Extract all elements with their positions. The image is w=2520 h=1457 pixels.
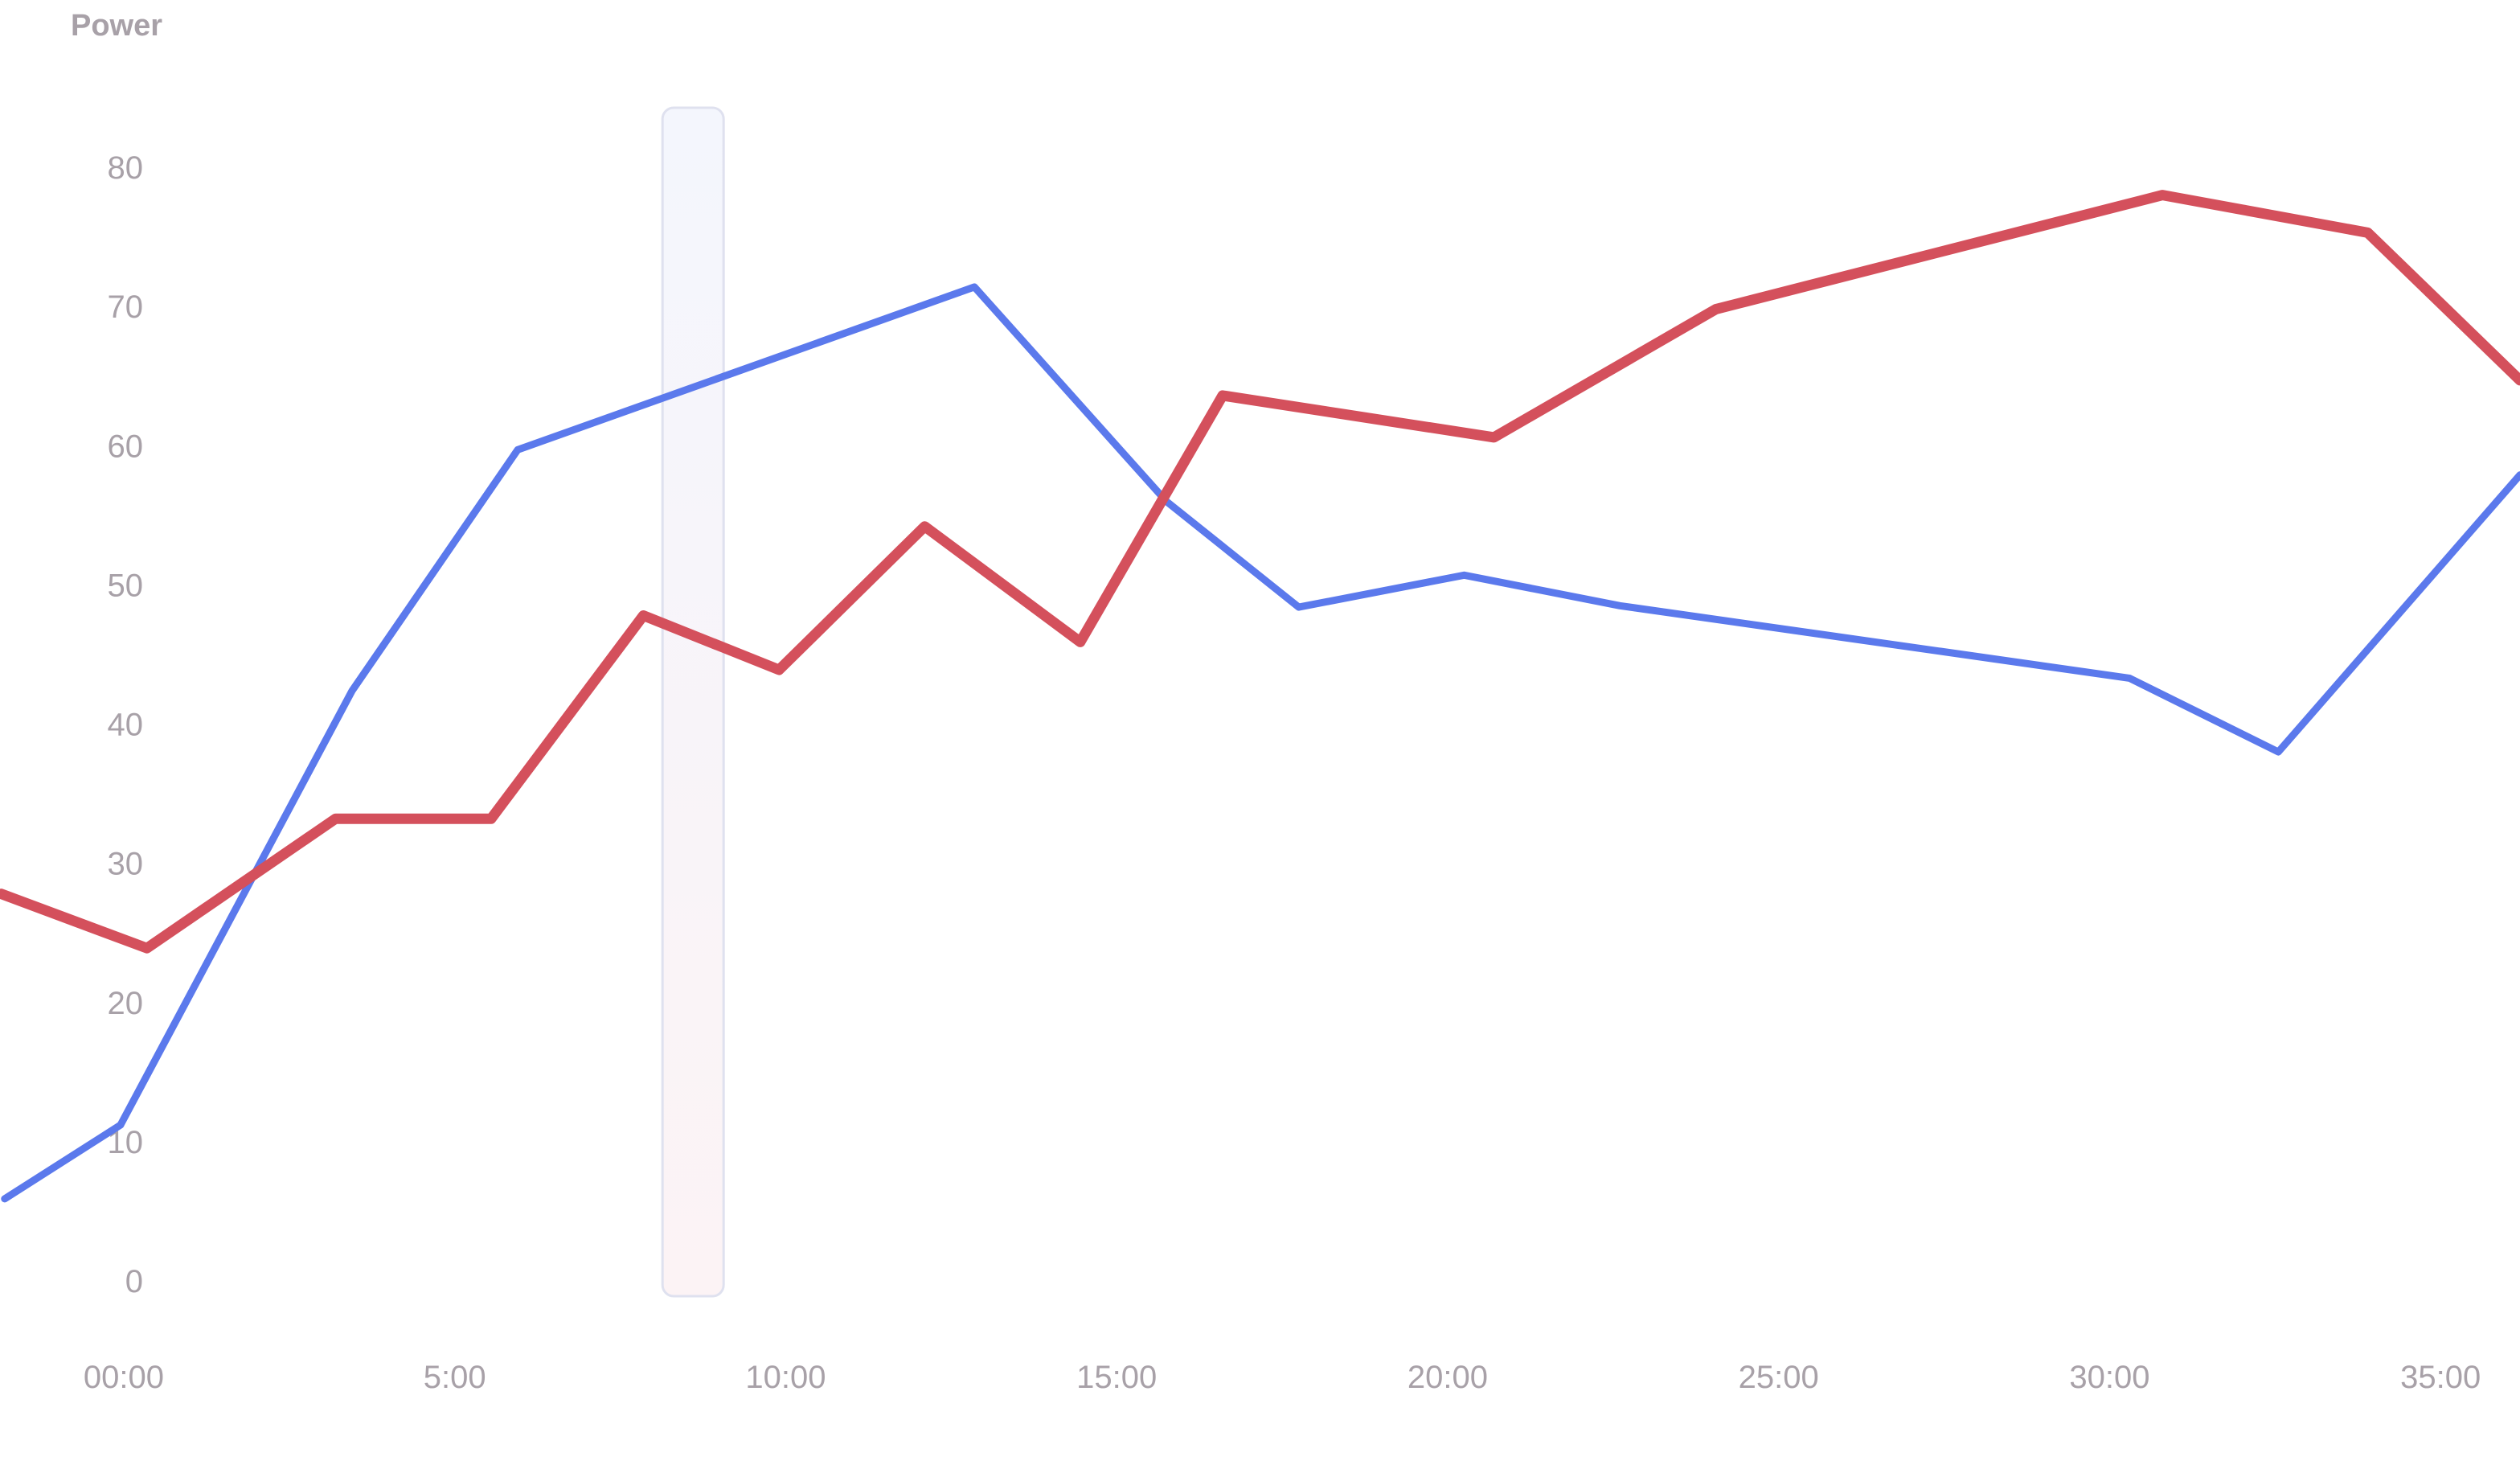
y-tick-label: 20 (108, 986, 144, 1021)
series-1-point[interactable] (2273, 747, 2283, 757)
series-2-point[interactable] (2157, 191, 2167, 200)
x-axis-ticks: 00:00 5:00 10:00 15:00 20:00 25:00 30:00 35:00 (84, 1360, 2481, 1395)
series-2-point[interactable] (486, 814, 496, 823)
series-line-2 (0, 190, 2520, 954)
series-1-point[interactable] (969, 282, 979, 292)
series-1-point[interactable] (1294, 602, 1304, 612)
x-tick-label: 00:00 (84, 1360, 164, 1395)
series-2-point[interactable] (638, 611, 648, 621)
series-layer (0, 190, 2520, 1204)
y-tick-label: 40 (108, 708, 144, 743)
x-tick-label: 5:00 (424, 1360, 486, 1395)
x-tick-label: 35:00 (2400, 1360, 2481, 1395)
series-2-point[interactable] (1711, 305, 1721, 314)
hover-cursor-band[interactable] (661, 106, 725, 1298)
y-tick-label: 60 (108, 429, 144, 464)
y-tick-label: 80 (108, 150, 144, 186)
series-2-point[interactable] (331, 814, 341, 823)
series-1-point[interactable] (116, 1120, 125, 1130)
y-tick-label: 0 (125, 1264, 143, 1299)
series-1-point[interactable] (0, 1194, 10, 1204)
series-2-point[interactable] (774, 665, 784, 675)
series-2-point[interactable] (1489, 433, 1499, 442)
y-tick-label: 50 (108, 568, 144, 603)
y-tick-label: 30 (108, 847, 144, 882)
y-tick-label: 70 (108, 289, 144, 325)
series-2-point[interactable] (2363, 228, 2373, 237)
series-1-point[interactable] (1615, 601, 1625, 610)
series-2-point[interactable] (920, 522, 929, 531)
x-tick-label: 15:00 (1076, 1360, 1157, 1395)
series-1-point[interactable] (2125, 673, 2134, 683)
series-2-point[interactable] (1218, 391, 1227, 400)
series-line-1 (1, 283, 2520, 1203)
y-axis-title: Power (71, 9, 162, 43)
series-2-point[interactable] (1076, 637, 1085, 646)
series-2-point[interactable] (142, 943, 152, 953)
series-1-point[interactable] (1460, 570, 1469, 580)
x-tick-label: 30:00 (2069, 1360, 2149, 1395)
x-tick-label: 20:00 (1408, 1360, 1488, 1395)
x-tick-label: 10:00 (745, 1360, 826, 1395)
series-1-point[interactable] (513, 445, 522, 454)
x-tick-label: 25:00 (1739, 1360, 1819, 1395)
series-1-point[interactable] (347, 686, 357, 696)
